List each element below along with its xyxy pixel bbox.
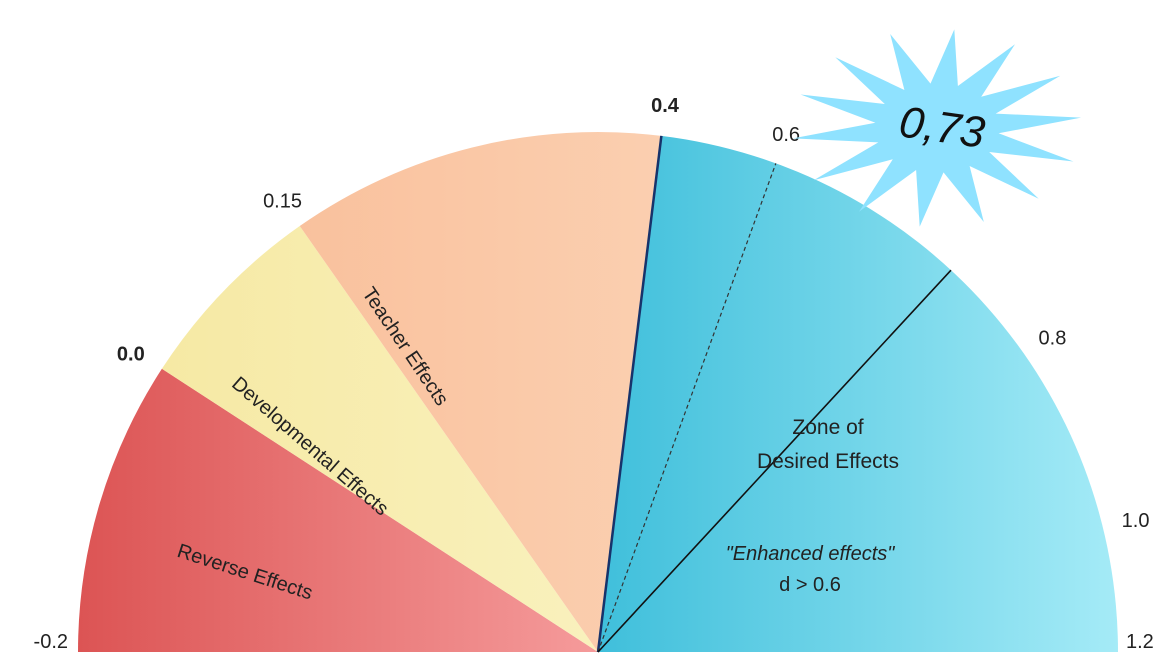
tick-label: 0.4 (651, 95, 680, 117)
tick-label: 0.6 (772, 124, 800, 146)
tick-label: -0.2 (34, 631, 68, 653)
tick-label: 1.2 (1126, 631, 1154, 653)
tick-label: 0.8 (1039, 328, 1067, 350)
boundary-line-0.4 (596, 135, 663, 653)
pointer-value-label: 0,73 (896, 97, 988, 158)
zones-layer (78, 132, 1118, 653)
enhanced-effects-condition: d > 0.6 (779, 574, 841, 596)
pointer-line (597, 269, 952, 653)
tick-label: 0.15 (263, 190, 302, 212)
zone-desired-title-line2: Desired Effects (757, 450, 899, 473)
tick-labels: -0.2 0.0 0.15 0.4 0.6 0.8 1.0 1.2 (34, 95, 1154, 653)
zone-desired-title-line1: Zone of (792, 416, 863, 439)
zone-reverse-effects (78, 368, 598, 652)
dashed-marker-line (597, 163, 777, 653)
zone-teacher-effects (299, 132, 662, 652)
value-burst (792, 29, 1082, 227)
zone-desired-effects (598, 135, 1118, 653)
tick-label: 0.0 (117, 343, 145, 365)
zone-developmental-effects (161, 226, 599, 652)
lines-layer (596, 135, 952, 653)
tick-label: 1.0 (1122, 510, 1150, 532)
enhanced-effects-note: "Enhanced effects" (726, 543, 896, 565)
